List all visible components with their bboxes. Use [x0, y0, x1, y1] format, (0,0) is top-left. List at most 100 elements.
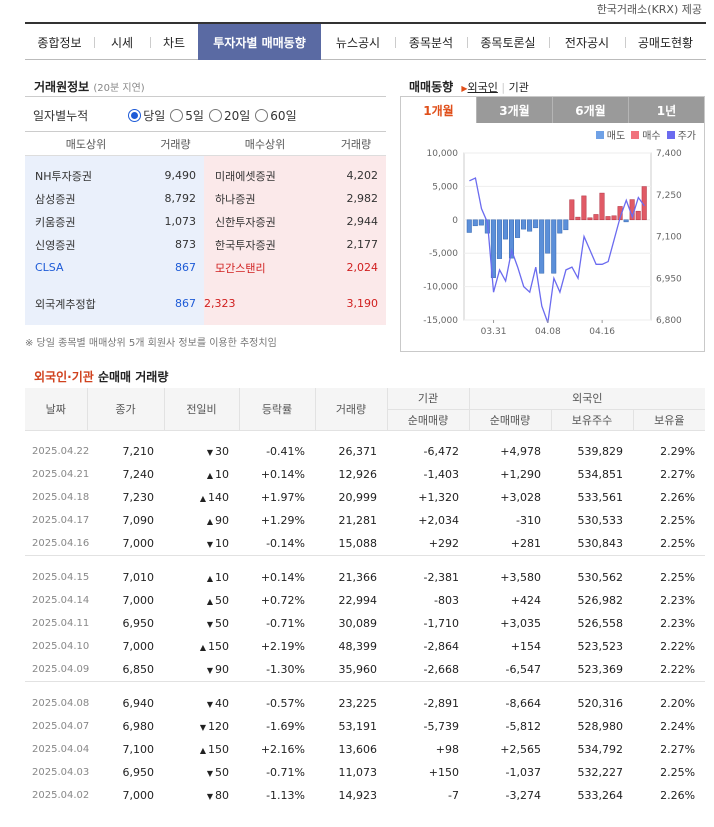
tab-discussion[interactable]: 종목토론실 [467, 24, 549, 60]
triangle-down-icon: ▼ [199, 723, 206, 732]
cell-frgn-hold: 528,980 [577, 720, 624, 733]
cell-change: ▲ 140 [164, 486, 239, 509]
table-row: 2025.04.04 7,100 ▲ 150 +2.16% 13,606 +98 +2,565… [25, 738, 705, 761]
cell-volume: 21,366 [338, 571, 378, 584]
cell-rate: -0.41% [266, 445, 305, 459]
cell-rate: -1.69% [266, 720, 305, 733]
cell-frgn-hold: 530,843 [577, 536, 624, 550]
period-radio-20d[interactable]: 20일 [208, 107, 250, 124]
tab-short-selling[interactable]: 공매도현황 [625, 24, 706, 60]
cell-frgn-ratio: 2.27% [660, 743, 696, 756]
cell-date: 2025.04.15 [32, 572, 90, 583]
broker-vol: 2,944 [346, 215, 379, 228]
cell-inst-net: +292 [428, 536, 459, 550]
broker-name[interactable]: 미래에셋증권 [215, 169, 276, 183]
cell-change-value: 30 [215, 445, 229, 459]
period-radio-60d[interactable]: 60일 [255, 107, 297, 124]
table-row: 2025.04.03 6,950 ▼ 50 -0.71% 11,073 +150 -1,037… [25, 761, 705, 784]
broker-name-foreign[interactable]: 모간스탠리 [215, 261, 266, 275]
cell-inst-net: -6,472 [423, 445, 459, 459]
table-row: 2025.04.14 7,000 ▲ 50 +0.72% 22,994 -803 +424 52… [25, 589, 705, 612]
broker-vol: 2,982 [346, 192, 379, 205]
broker-name[interactable]: NH투자증권 [35, 169, 92, 183]
cell-change-value: 150 [208, 640, 229, 653]
broker-name[interactable]: 신영증권 [35, 238, 76, 252]
cell-date: 2025.04.07 [32, 721, 90, 732]
tab-overview[interactable]: 종합정보 [37, 35, 82, 50]
cell-inst-net: +2,034 [418, 514, 459, 527]
title-rest: 순매매 거래량 [97, 370, 169, 384]
radio-icon [255, 109, 269, 122]
tab-analysis[interactable]: 종목분석 [395, 24, 467, 60]
tab-disclosure[interactable]: 전자공시 [549, 24, 625, 60]
cell-close: 6,940 [122, 697, 155, 710]
foreign-sum-buy: 3,190 [346, 297, 379, 310]
header-inst-net: 순매매량 [386, 409, 469, 431]
x-tick: 03.31 [481, 327, 507, 337]
source-label: 한국거래소(KRX) 제공 [596, 3, 702, 16]
broker-name-foreign[interactable]: CLSA [35, 261, 64, 274]
chart-tab-3m[interactable]: 3개월 [476, 97, 552, 123]
net-bar [490, 219, 496, 278]
link-institution[interactable]: 기관 [508, 81, 529, 94]
cell-volume: 13,606 [338, 743, 378, 756]
broker-name[interactable]: 신한투자증권 [215, 215, 276, 229]
chart-tab-1y[interactable]: 1년 [628, 97, 704, 123]
cell-close: 7,000 [122, 640, 155, 653]
cell-frgn-hold: 520,316 [577, 697, 624, 710]
table-row: 2025.04.11 6,950 ▼ 50 -0.71% 30,089 -1,710 +3,0… [25, 612, 705, 635]
legend-buy: 매수 [631, 127, 661, 142]
cell-volume: 35,960 [338, 662, 378, 676]
chart-tab-6m[interactable]: 6개월 [552, 97, 628, 123]
net-bar [623, 219, 629, 223]
cell-change: ▲ 150 [164, 635, 239, 658]
cell-close: 7,090 [122, 514, 155, 527]
group-separator [25, 680, 706, 692]
trend-links: ▶외국인 | 기관 [461, 81, 529, 94]
net-bar [605, 216, 611, 221]
buy-column: 미래에셋증권 4,202 하나증권 2,982 신한투자증권 2,944 한국투자증권… [204, 156, 386, 325]
table-row: 2025.04.10 7,000 ▲ 150 +2.19% 48,399 -2,864 +15… [25, 635, 705, 658]
chart-tab-1m[interactable]: 1개월 [401, 97, 476, 123]
net-bar [599, 192, 605, 221]
cell-frgn-hold: 530,533 [577, 514, 624, 527]
cell-volume: 11,073 [338, 766, 378, 779]
cell-frgn-ratio: 2.26% [660, 491, 696, 504]
header-buy-top: 매수상위 [244, 137, 286, 151]
tab-news[interactable]: 뉴스공시 [335, 35, 381, 50]
cell-frgn-net: +1,290 [500, 468, 541, 481]
broker-name[interactable]: 하나증권 [215, 192, 256, 206]
cell-date: 2025.04.17 [32, 515, 90, 526]
y-left-tick: 0 [452, 216, 458, 226]
cell-close: 6,850 [122, 662, 155, 676]
net-bar [611, 215, 617, 221]
tab-price[interactable]: 시세 [94, 24, 150, 60]
cell-close: 7,100 [122, 743, 155, 756]
tab-investor-trend[interactable]: 투자자별 매매동향 [198, 24, 321, 60]
broker-name[interactable]: 한국투자증권 [215, 238, 276, 252]
radio-icon [208, 109, 222, 122]
table-row: 2025.04.08 6,940 ▼ 40 -0.57% 23,225 -2,891 -8,6… [25, 692, 705, 715]
cell-date: 2025.04.16 [32, 537, 90, 549]
period-radio-5d[interactable]: 5일 [170, 107, 204, 124]
cell-close: 6,980 [122, 720, 155, 733]
broker-vol: 873 [175, 238, 196, 251]
net-bar [472, 219, 478, 227]
main-tabs: 종합정보 시세 차트 투자자별 매매동향 뉴스공시 종목분석 종목토론실 전자공… [25, 22, 706, 60]
tab-chart[interactable]: 차트 [150, 24, 198, 60]
y-left-tick: 10,000 [427, 149, 459, 159]
price-line [469, 177, 645, 324]
link-foreign[interactable]: 외국인 [467, 81, 498, 94]
table-row: 2025.04.22 7,210 ▼ 30 -0.41% 26,371 -6,472 +4,9… [25, 430, 705, 463]
broker-name[interactable]: 키움증권 [35, 215, 76, 229]
header-sell-vol: 거래량 [160, 137, 191, 151]
cell-rate: -0.71% [266, 766, 305, 779]
cell-frgn-net: +281 [510, 536, 541, 550]
cell-close: 7,000 [122, 789, 155, 802]
foreign-sum-buy-row: 2,323 3,190 [204, 292, 386, 315]
cell-frgn-net: +2,565 [500, 743, 541, 756]
period-radio-1d[interactable]: 당일 [128, 107, 165, 124]
cell-frgn-ratio: 2.27% [660, 468, 696, 481]
foreign-sum-net: 2,323 [204, 297, 236, 310]
broker-name[interactable]: 삼성증권 [35, 192, 76, 206]
